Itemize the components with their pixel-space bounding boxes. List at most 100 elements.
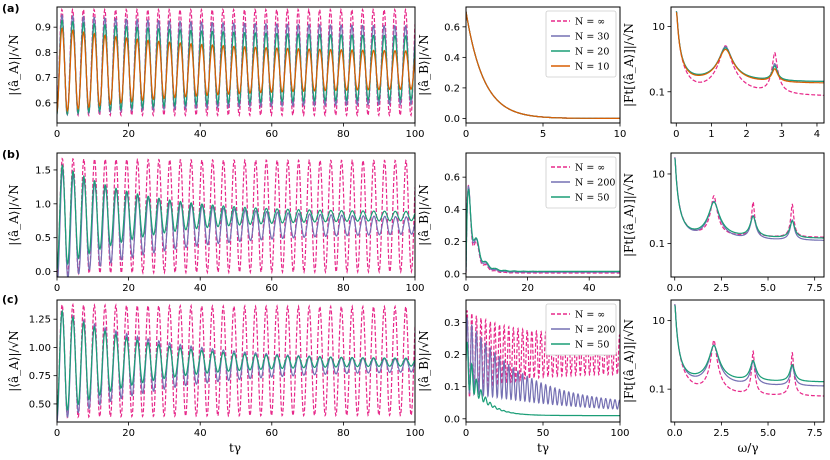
panel-a-right: 0 1 2 3 4 0.1 10 |Ft[⟨â_A⟩]|/√N bbox=[622, 6, 825, 140]
series-line-b-left-2 bbox=[57, 163, 415, 271]
y-tick-label-a-mid-1: 0.2 bbox=[444, 83, 460, 94]
x-tick-label-a-mid-2: 10 bbox=[614, 129, 627, 140]
y-axis-label-a-mid: |⟨â_B⟩|/√N bbox=[417, 34, 431, 96]
y-tick-label-b-left-3: 1.5 bbox=[35, 165, 51, 176]
axes-frame-b-right bbox=[670, 152, 825, 278]
x-tick-label-a-left-2: 40 bbox=[194, 129, 207, 140]
x-tick-label-c-mid-2: 100 bbox=[610, 428, 629, 439]
y-axis-label-c-mid: |⟨â_B⟩|/√N bbox=[417, 330, 431, 392]
xlabel-right: ω/γ bbox=[738, 441, 759, 455]
legend-label-b-mid-2: N = 50 bbox=[575, 193, 609, 204]
panel-c-right: 0.0 2.5 5.0 7.5 0.1 10 |Ft[⟨â_A⟩]|/√N bbox=[622, 299, 825, 439]
x-tick-label-c-left-4: 80 bbox=[337, 428, 350, 439]
y-tick-label-b-mid-1: 0.2 bbox=[444, 237, 460, 248]
x-tick-label-a-mid-1: 5 bbox=[540, 129, 546, 140]
x-tick-label-a-right-2: 2 bbox=[743, 129, 749, 140]
x-tick-label-b-left-3: 60 bbox=[265, 283, 278, 294]
axes-frame-b-left bbox=[56, 152, 416, 278]
legend-a-mid bbox=[545, 10, 617, 78]
y-tick-label-c-left-0: 0.50 bbox=[29, 399, 51, 410]
series-line-c-mid-1 bbox=[466, 316, 620, 410]
xlabel-middle: tγ bbox=[537, 441, 549, 455]
y-tick-label-b-mid-2: 0.4 bbox=[444, 205, 460, 216]
x-tick-label-c-mid-0: 0 bbox=[463, 428, 469, 439]
series-line-c-left-2 bbox=[57, 309, 415, 416]
y-axis-label-c-left: |⟨â_A⟩|/√N bbox=[7, 330, 21, 391]
series-line-a-left-3 bbox=[57, 27, 415, 113]
series-line-b-mid-0 bbox=[466, 184, 620, 274]
series-line-c-right-1 bbox=[674, 303, 824, 387]
y-tick-label-a-right-0: 0.1 bbox=[649, 87, 665, 98]
x-tick-label-a-left-4: 80 bbox=[337, 129, 350, 140]
series-line-c-right-0 bbox=[674, 304, 824, 397]
x-tick-label-a-right-3: 3 bbox=[779, 129, 785, 140]
x-tick-label-b-left-0: 0 bbox=[54, 283, 60, 294]
y-axis-label-a-left: |⟨â_A⟩|/√N bbox=[7, 34, 21, 95]
legend-label-b-mid-0: N = ∞ bbox=[575, 163, 605, 174]
x-tick-label-c-mid-1: 50 bbox=[537, 428, 550, 439]
legend-label-c-mid-2: N = 50 bbox=[575, 340, 609, 351]
series-line-c-right-2 bbox=[674, 304, 824, 383]
y-tick-label-a-left-3: 0.9 bbox=[35, 23, 51, 34]
y-tick-label-c-right-0: 0.1 bbox=[649, 385, 665, 396]
y-axis-label-a-right: |Ft[⟨â_A⟩]|/√N bbox=[622, 23, 636, 107]
axes-frame-b-mid bbox=[465, 152, 621, 278]
y-tick-label-c-mid-0: 0.0 bbox=[444, 414, 460, 425]
series-line-a-right-1 bbox=[675, 11, 824, 82]
legend-c-mid bbox=[545, 303, 617, 356]
x-tick-label-c-right-2: 5.0 bbox=[760, 428, 776, 439]
x-tick-label-a-mid-0: 0 bbox=[463, 129, 469, 140]
x-tick-label-b-left-1: 20 bbox=[122, 283, 135, 294]
y-tick-label-a-mid-3: 0.6 bbox=[444, 22, 460, 33]
y-tick-label-a-left-2: 0.8 bbox=[35, 48, 51, 59]
x-tick-label-c-left-0: 0 bbox=[54, 428, 60, 439]
y-axis-label-b-mid: |⟨â_B⟩|/√N bbox=[417, 184, 431, 246]
y-axis-label-b-left: |⟨â_A⟩|/√N bbox=[7, 184, 21, 245]
x-tick-label-b-right-2: 5.0 bbox=[760, 283, 776, 294]
row-label-a: (a) bbox=[2, 2, 19, 15]
y-tick-label-b-left-2: 1.0 bbox=[35, 199, 51, 210]
legend-b-mid bbox=[545, 156, 617, 209]
x-tick-label-a-left-1: 20 bbox=[122, 129, 135, 140]
legend-label-a-mid-3: N = 10 bbox=[575, 62, 609, 73]
legend-label-a-mid-1: N = 30 bbox=[575, 32, 609, 43]
y-tick-label-a-mid-0: 0.0 bbox=[444, 114, 460, 125]
panel-b-right: 0.0 2.5 5.0 7.5 0.1 10 |Ft[⟨â_A⟩]|/√N bbox=[622, 152, 825, 294]
x-tick-label-a-right-0: 0 bbox=[673, 129, 679, 140]
y-tick-label-a-left-0: 0.6 bbox=[35, 98, 51, 109]
y-tick-label-c-left-2: 1.00 bbox=[29, 343, 51, 354]
axes-frame-c-right bbox=[670, 299, 825, 423]
series-line-c-mid-2 bbox=[466, 341, 620, 417]
x-tick-label-a-right-4: 4 bbox=[814, 129, 820, 140]
y-tick-label-a-right-1: 10 bbox=[652, 22, 665, 33]
x-tick-label-a-left-3: 60 bbox=[265, 129, 278, 140]
y-tick-label-c-mid-3: 0.3 bbox=[444, 318, 460, 329]
x-tick-label-b-right-0: 0.0 bbox=[667, 283, 683, 294]
axes-frame-a-right bbox=[670, 6, 825, 124]
series-line-b-mid-1 bbox=[466, 185, 620, 273]
y-tick-label-b-left-1: 0.5 bbox=[35, 233, 51, 244]
legend-label-a-mid-0: N = ∞ bbox=[575, 17, 605, 28]
legend-label-c-mid-0: N = ∞ bbox=[575, 310, 605, 321]
x-tick-label-c-right-0: 0.0 bbox=[667, 428, 683, 439]
y-tick-label-c-left-3: 1.25 bbox=[29, 315, 51, 326]
y-tick-label-b-mid-3: 0.6 bbox=[444, 173, 460, 184]
x-tick-label-a-right-1: 1 bbox=[708, 129, 714, 140]
legend-label-a-mid-2: N = 20 bbox=[575, 47, 609, 58]
series-line-c-left-0 bbox=[57, 302, 415, 419]
x-tick-label-b-left-4: 80 bbox=[337, 283, 350, 294]
series-line-a-right-3 bbox=[675, 12, 824, 84]
panel-a-left: 0 20 40 60 80 100 0.6 0.7 0.8 0.9 |⟨â_A⟩|/√N bbox=[7, 6, 425, 140]
xlabel-left: tγ bbox=[229, 441, 241, 455]
x-tick-label-c-right-3: 7.5 bbox=[807, 428, 823, 439]
legend-label-c-mid-1: N = 200 bbox=[575, 325, 615, 336]
panel-c-mid: 0 50 100 0.0 0.1 0.2 0.3 |⟨â_B⟩|/√N N = ∞ N = 200… bbox=[417, 299, 630, 439]
axes-frame-c-left bbox=[56, 299, 416, 423]
series-line-b-right-1 bbox=[674, 157, 824, 241]
row-label-b: (b) bbox=[2, 148, 20, 161]
x-tick-label-a-left-0: 0 bbox=[54, 129, 60, 140]
y-tick-label-b-left-0: 0.0 bbox=[35, 267, 51, 278]
x-tick-label-b-mid-2: 40 bbox=[583, 283, 596, 294]
x-tick-label-c-left-2: 40 bbox=[194, 428, 207, 439]
